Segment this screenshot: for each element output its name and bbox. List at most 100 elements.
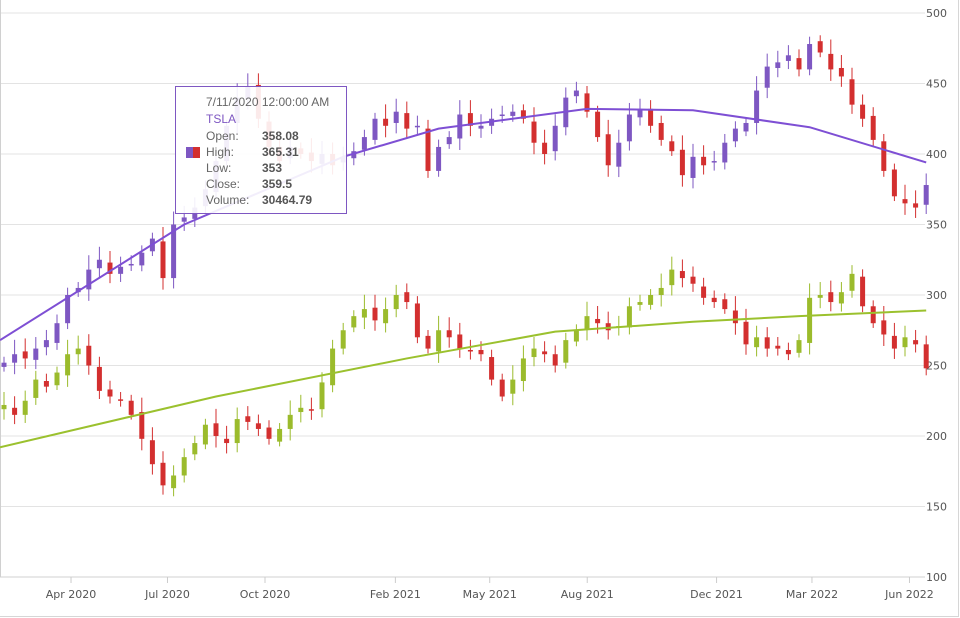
candle-body bbox=[870, 115, 876, 140]
candle-body bbox=[807, 44, 813, 70]
candle-body bbox=[552, 354, 558, 366]
candle-body bbox=[542, 351, 548, 355]
candle-body bbox=[372, 118, 378, 140]
candle-body bbox=[648, 108, 654, 126]
value: 358.08 bbox=[262, 129, 299, 143]
candle-body bbox=[881, 320, 887, 335]
candle-body bbox=[489, 357, 495, 380]
candle-body bbox=[224, 438, 230, 444]
candle-body bbox=[764, 66, 770, 88]
candle-body bbox=[775, 345, 781, 349]
candle-body bbox=[552, 125, 558, 152]
trendline bbox=[0, 309, 927, 449]
candle-body bbox=[563, 340, 569, 363]
candle-body bbox=[510, 379, 516, 394]
candle-body bbox=[54, 372, 60, 386]
candle-body bbox=[361, 309, 367, 318]
candle-body bbox=[669, 141, 675, 152]
candle-body bbox=[764, 337, 770, 349]
label: Low: bbox=[206, 161, 232, 175]
candle-body bbox=[308, 409, 314, 411]
candle-body bbox=[573, 330, 579, 342]
y-tick-label: 300 bbox=[926, 289, 947, 302]
candle-body bbox=[785, 349, 791, 355]
label: Close: bbox=[206, 177, 241, 191]
tooltip-low: Low: 353 bbox=[206, 161, 282, 175]
candle-body bbox=[817, 295, 823, 298]
tooltip-open: Open: 358.08 bbox=[206, 129, 299, 143]
candle-body bbox=[65, 295, 71, 324]
candle-body bbox=[891, 169, 897, 197]
y-tick-label: 350 bbox=[926, 219, 947, 232]
candle-body bbox=[425, 128, 431, 171]
candle-body bbox=[902, 199, 908, 204]
candle-body bbox=[923, 185, 929, 205]
candle-body bbox=[383, 118, 389, 126]
candle-body bbox=[754, 90, 760, 123]
candle-body bbox=[139, 252, 145, 266]
x-tick-label: Feb 2021 bbox=[370, 588, 421, 601]
candle-body bbox=[149, 440, 155, 465]
candle-body bbox=[722, 299, 728, 310]
candle-body bbox=[457, 334, 463, 349]
candle-body bbox=[12, 354, 18, 363]
candle-body bbox=[616, 142, 622, 167]
candle-body bbox=[255, 423, 261, 429]
candle-body bbox=[160, 241, 166, 279]
candle-body bbox=[404, 113, 410, 129]
candle-body bbox=[414, 125, 420, 128]
candle-body bbox=[648, 295, 654, 305]
series-swatch-icon bbox=[186, 147, 200, 158]
candle-body bbox=[75, 348, 81, 355]
candle-body bbox=[351, 316, 357, 328]
candle-body bbox=[913, 203, 919, 208]
tooltip: 7/11/2020 12:00:00 AM TSLA Open: 358.08 H… bbox=[175, 86, 347, 214]
candle-body bbox=[65, 354, 71, 376]
candle-body bbox=[796, 58, 802, 70]
x-tick-label: Aug 2021 bbox=[561, 588, 614, 601]
y-tick-label: 200 bbox=[926, 430, 947, 443]
x-tick-label: Apr 2020 bbox=[46, 588, 97, 601]
candle-body bbox=[213, 423, 219, 436]
candle-body bbox=[86, 345, 92, 366]
candle-body bbox=[425, 335, 431, 349]
candle-body bbox=[870, 306, 876, 324]
candle-body bbox=[860, 276, 866, 307]
candle-body bbox=[743, 122, 749, 132]
candle-body bbox=[54, 323, 60, 343]
candle-body bbox=[584, 316, 590, 329]
candle-body bbox=[711, 161, 717, 163]
candle-body bbox=[245, 416, 251, 422]
candle-body bbox=[234, 419, 240, 444]
tooltip-volume: Volume: 30464.79 bbox=[206, 193, 312, 207]
y-tick-label: 500 bbox=[926, 7, 947, 20]
candle-body bbox=[43, 381, 49, 387]
candle-body bbox=[499, 379, 505, 397]
candle-body bbox=[287, 414, 293, 429]
candle-body bbox=[446, 137, 452, 145]
candle-body bbox=[139, 412, 145, 439]
x-tick-label: Jun 2022 bbox=[884, 588, 934, 601]
candle-body bbox=[923, 344, 929, 369]
candle-body bbox=[595, 111, 601, 138]
x-tick-label: Jul 2020 bbox=[144, 588, 190, 601]
candle-body bbox=[510, 111, 516, 116]
candle-body bbox=[658, 122, 664, 140]
candle-body bbox=[118, 266, 124, 274]
candle-body bbox=[393, 111, 399, 123]
candle-body bbox=[478, 349, 484, 355]
candle-body bbox=[107, 262, 113, 274]
candle-body bbox=[181, 217, 187, 222]
candle-body bbox=[679, 271, 685, 279]
candle-body bbox=[679, 149, 685, 176]
candle-body bbox=[436, 146, 442, 171]
candle-body bbox=[96, 259, 102, 269]
candle-body bbox=[277, 428, 283, 442]
candle-body bbox=[690, 156, 696, 178]
candle-body bbox=[754, 337, 760, 348]
candle-body bbox=[807, 297, 813, 343]
candle-body bbox=[192, 443, 198, 455]
candle-body bbox=[436, 330, 442, 352]
